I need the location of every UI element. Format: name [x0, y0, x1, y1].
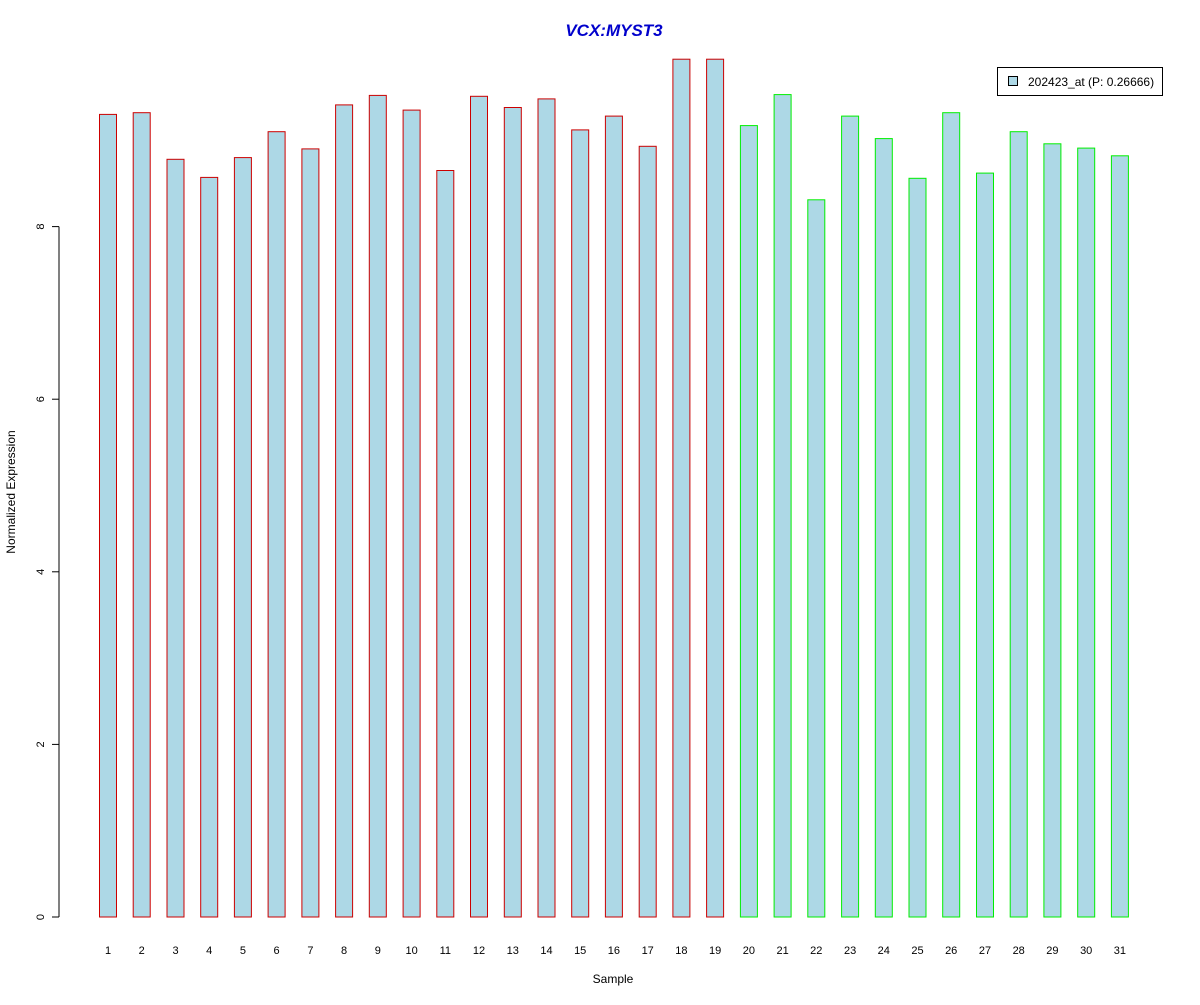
y-tick-label: 0	[35, 914, 47, 920]
x-tick-label: 29	[1046, 945, 1058, 957]
bar-sample-25	[908, 177, 927, 918]
bar-sample-27	[976, 172, 994, 918]
y-tick-label: 4	[35, 569, 47, 575]
bar-sample-21	[773, 94, 792, 918]
bar-sample-2	[132, 112, 151, 918]
bar-sample-31	[1110, 155, 1129, 918]
bar-sample-15	[571, 129, 590, 918]
bar-sample-5	[233, 157, 252, 918]
legend-label: 202423_at (P: 0.26666)	[1028, 75, 1154, 89]
chart-title: VCX:MYST3	[565, 21, 663, 40]
x-tick-label: 2	[139, 945, 145, 957]
x-tick-label: 3	[172, 945, 178, 957]
x-tick-label: 21	[776, 945, 788, 957]
bar-sample-26	[942, 112, 961, 918]
x-tick-label: 18	[675, 945, 687, 957]
bar-sample-18	[672, 58, 691, 918]
x-axis-label: Sample	[593, 972, 634, 986]
x-tick-label: 28	[1013, 945, 1025, 957]
bar-sample-6	[267, 131, 286, 918]
bars-layer	[99, 58, 1129, 918]
bar-sample-23	[841, 115, 860, 918]
x-tick-label: 26	[945, 945, 957, 957]
x-tick-label: 14	[540, 945, 552, 957]
x-tick-label: 8	[341, 945, 347, 957]
bar-sample-9	[368, 94, 387, 918]
x-tick-label: 6	[274, 945, 280, 957]
x-axis-tick-labels: 1 2 3 4 5 6 7 8 9 10 11 12 13 14 15 16 17 18 19 20 21 22 23 24 2…	[105, 945, 1126, 957]
x-tick-label: 16	[608, 945, 620, 957]
bar-sample-28	[1009, 131, 1028, 918]
bar-sample-11	[436, 170, 455, 918]
x-tick-label: 11	[440, 945, 451, 957]
x-tick-label: 23	[844, 945, 856, 957]
bar-sample-30	[1077, 147, 1096, 918]
bar-sample-3	[166, 158, 185, 918]
x-tick-label: 1	[105, 945, 111, 957]
bar-sample-17	[638, 145, 657, 918]
bar-sample-22	[807, 199, 826, 918]
x-tick-label: 5	[240, 945, 246, 957]
x-tick-label: 9	[375, 945, 381, 957]
x-tick-label: 30	[1080, 945, 1092, 957]
legend-box	[997, 67, 1163, 96]
bar-sample-8	[335, 104, 354, 918]
x-tick-label: 12	[473, 945, 485, 957]
x-tick-label: 24	[878, 945, 890, 957]
x-tick-label: 27	[979, 945, 991, 957]
bar-sample-7	[301, 148, 320, 918]
x-tick-label: 31	[1114, 945, 1126, 957]
x-tick-label: 10	[405, 945, 417, 957]
x-tick-label: 20	[743, 945, 755, 957]
bar-sample-16	[604, 115, 623, 918]
y-axis-label: Normalized Expression	[4, 430, 18, 553]
x-tick-label: 4	[206, 945, 212, 957]
bar-sample-12	[470, 95, 488, 918]
x-tick-label: 25	[911, 945, 923, 957]
x-tick-label: 22	[810, 945, 822, 957]
bar-sample-29	[1043, 143, 1062, 918]
legend-swatch	[1008, 76, 1018, 86]
bar-sample-14	[537, 98, 556, 918]
bar-sample-1	[99, 113, 117, 918]
x-tick-label: 15	[574, 945, 586, 957]
bar-sample-24	[874, 138, 893, 918]
y-tick-label: 6	[35, 396, 47, 402]
x-tick-label: 13	[507, 945, 519, 957]
x-tick-label: 19	[709, 945, 721, 957]
bar-sample-10	[402, 109, 421, 918]
y-axis: 0 2 4 6 8	[35, 224, 60, 920]
y-tick-label: 2	[35, 741, 47, 747]
x-tick-label: 7	[307, 945, 313, 957]
bar-sample-19	[706, 58, 725, 918]
bar-sample-20	[739, 125, 758, 918]
bar-sample-4	[200, 176, 219, 918]
legend: 202423_at (P: 0.26666)	[997, 67, 1163, 96]
x-tick-label: 17	[642, 945, 654, 957]
y-tick-label: 8	[35, 224, 47, 230]
bar-sample-13	[503, 107, 522, 918]
